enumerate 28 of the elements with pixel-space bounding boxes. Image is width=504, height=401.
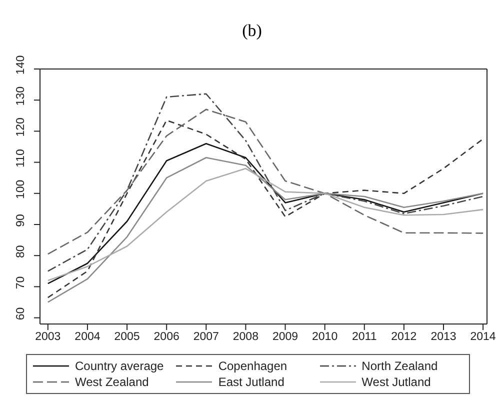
y-tick-label: 70: [15, 276, 27, 290]
x-tick-label: 2007: [193, 331, 219, 344]
legend-label: East Jutland: [218, 375, 284, 389]
x-tick-label: 2013: [430, 331, 456, 344]
y-tick-label: 140: [15, 55, 27, 75]
x-tick-label: 2003: [35, 331, 61, 344]
y-tick-label: 100: [15, 180, 27, 199]
x-tick-label: 2010: [312, 331, 338, 344]
x-tick-label: 2011: [352, 331, 377, 344]
y-tick-label: 60: [15, 307, 27, 320]
x-tick-label: 2012: [391, 331, 417, 344]
y-tick-label: 90: [15, 214, 27, 227]
chart-title: (b): [241, 20, 263, 42]
legend-label: Country average: [75, 359, 164, 373]
y-tick-label: 120: [15, 118, 27, 137]
legend-label: West Jutland: [362, 375, 431, 389]
y-tick-label: 80: [15, 245, 27, 258]
x-tick-label: 2006: [154, 331, 180, 344]
x-tick-label: 2014: [470, 331, 496, 344]
x-tick-label: 2009: [272, 331, 298, 344]
legend-label: North Zealand: [362, 359, 438, 373]
x-tick-label: 2008: [232, 331, 258, 344]
x-tick-label: 2004: [74, 331, 101, 344]
y-tick-label: 110: [15, 149, 27, 168]
y-tick-label: 130: [15, 86, 27, 106]
x-tick-label: 2005: [114, 331, 140, 344]
legend-label: West Zealand: [75, 375, 149, 389]
legend-label: Copenhagen: [218, 359, 288, 373]
